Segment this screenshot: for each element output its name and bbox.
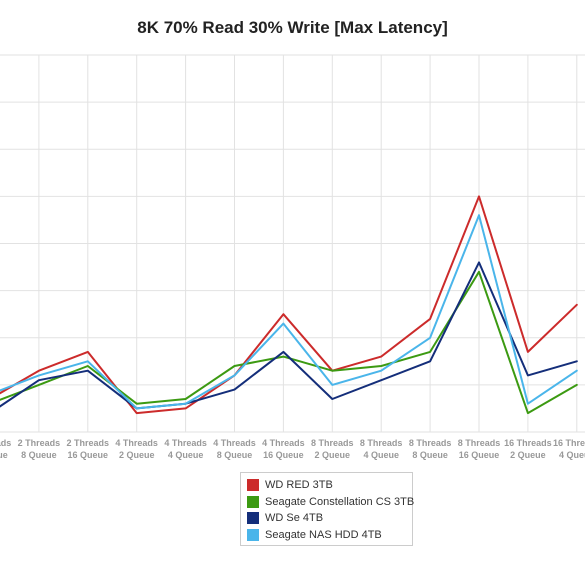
x-tick-label: 8 Queue xyxy=(21,450,57,460)
x-tick-label: 8 Queue xyxy=(412,450,448,460)
x-tick-label: 4 Threads xyxy=(115,438,158,448)
series-line xyxy=(0,214,578,410)
x-axis-ticks: 2 Threads 4 Queue 2 Threads 8 Queue 2 Thread… xyxy=(0,438,585,460)
x-tick-label: 4 Threads xyxy=(262,438,305,448)
x-tick-label: 8 Threads xyxy=(409,438,452,448)
x-tick-label: 16 Queue xyxy=(459,450,500,460)
series-line xyxy=(0,261,578,410)
legend-swatch xyxy=(247,495,259,508)
x-tick-label: 2 Threads xyxy=(0,438,11,448)
x-tick-label: 16 Threads xyxy=(553,438,585,448)
chart-title: 8K 70% Read 30% Write [Max Latency] xyxy=(137,18,448,37)
x-tick-label: 4 Queue xyxy=(363,450,399,460)
legend-label: Seagate Constellation CS 3TB xyxy=(265,495,415,508)
x-tick-label: 4 Queue xyxy=(0,450,8,460)
legend-item: Seagate Constellation CS 3TB xyxy=(247,494,414,511)
x-tick-label: 4 Threads xyxy=(213,438,256,448)
legend-item: WD RED 3TB xyxy=(247,477,406,494)
series-line xyxy=(0,270,578,415)
legend-swatch xyxy=(247,512,259,525)
x-tick-label: 2 Queue xyxy=(510,450,546,460)
x-tick-label: 8 Threads xyxy=(458,438,501,448)
legend-label: Seagate NAS HDD 4TB xyxy=(265,528,382,541)
legend-label: WD Se 4TB xyxy=(265,512,324,525)
x-tick-label: 16 Queue xyxy=(68,450,109,460)
x-tick-label: 4 Queue xyxy=(559,450,585,460)
x-tick-label: 16 Queue xyxy=(263,450,304,460)
x-tick-label: 8 Threads xyxy=(360,438,403,448)
legend-swatch xyxy=(247,479,259,492)
x-tick-label: 4 Queue xyxy=(168,450,204,460)
line-chart: 2 Threads 4 Queue 2 Threads 8 Queue 2 Thread… xyxy=(0,54,585,460)
x-tick-label: 2 Threads xyxy=(18,438,61,448)
legend-item: WD Se 4TB xyxy=(247,510,406,527)
x-tick-label: 16 Threads xyxy=(504,438,552,448)
series-line xyxy=(0,195,578,415)
x-tick-label: 8 Queue xyxy=(217,450,253,460)
x-tick-label: 8 Threads xyxy=(311,438,354,448)
legend-label: WD RED 3TB xyxy=(265,479,333,492)
legend-item: Seagate NAS HDD 4TB xyxy=(247,527,406,544)
x-tick-label: 2 Threads xyxy=(67,438,110,448)
x-tick-label: 2 Queue xyxy=(119,450,155,460)
gridlines xyxy=(0,54,585,433)
legend: WD RED 3TB Seagate Constellation CS 3TB WD… xyxy=(240,472,414,546)
x-tick-label: 4 Threads xyxy=(164,438,207,448)
legend-swatch xyxy=(247,528,259,541)
x-tick-label: 2 Queue xyxy=(315,450,351,460)
